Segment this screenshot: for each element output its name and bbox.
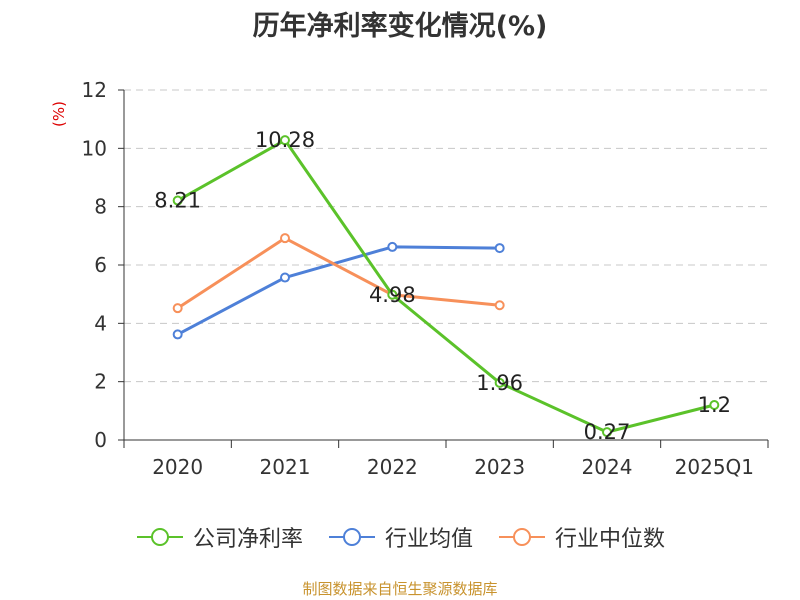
legend: 公司净利率 行业均值 行业中位数 <box>0 520 800 554</box>
x-tick-label: 2021 <box>260 455 311 479</box>
data-source-note: 制图数据来自恒生聚源数据库 <box>302 580 498 598</box>
data-label: 1.2 <box>698 393 731 417</box>
series-point <box>280 272 290 283</box>
data-label: 4.98 <box>369 283 416 307</box>
series-point <box>602 427 612 438</box>
legend-marker-icon <box>328 528 375 546</box>
chart-title: 历年净利率变化情况(%) <box>252 11 548 42</box>
legend-item-company[interactable]: 公司净利率 <box>135 521 303 553</box>
y-tick-label: 10 <box>82 136 107 160</box>
legend-label: 行业均值 <box>384 527 473 552</box>
y-tick-label: 4 <box>94 311 107 335</box>
series-lines <box>172 135 720 438</box>
data-label: 8.21 <box>154 189 201 213</box>
series-point <box>387 241 398 252</box>
series-line <box>176 245 500 336</box>
data-label: 1.96 <box>476 371 523 395</box>
legend-label: 行业中位数 <box>555 527 666 552</box>
x-tick-label: 2020 <box>152 455 203 479</box>
data-labels: 8.21 10.28 4.98 1.96 0.27 1.2 <box>154 128 731 444</box>
series-line <box>176 236 500 310</box>
series-point <box>494 377 505 388</box>
legend-item-industry-mean[interactable]: 行业均值 <box>327 521 473 553</box>
series-line <box>176 138 715 434</box>
y-tick-label: 12 <box>82 78 107 102</box>
series-point <box>280 233 290 244</box>
axes: 0 2 4 6 8 10 12 2020 2021 2022 2023 2024 2025Q1 <box>82 78 769 479</box>
legend-marker-icon <box>499 528 545 546</box>
y-tick-label: 2 <box>94 370 107 394</box>
series-point <box>494 243 505 254</box>
y-tick-label: 6 <box>94 253 107 277</box>
series-point <box>494 300 505 311</box>
legend-label: 公司净利率 <box>192 527 303 552</box>
legend-item-industry-median[interactable]: 行业中位数 <box>497 521 665 553</box>
x-tick-label: 2023 <box>474 455 525 479</box>
series-point <box>709 400 720 410</box>
series-point <box>280 135 290 146</box>
y-tick-label: 8 <box>94 195 107 219</box>
x-tick-label: 2025Q1 <box>675 455 754 479</box>
x-tick-label: 2022 <box>367 455 418 479</box>
x-tick-label: 2024 <box>582 455 633 479</box>
legend-marker-icon <box>136 528 183 546</box>
series-point <box>387 289 398 300</box>
series-point <box>172 303 183 314</box>
data-label: 0.27 <box>584 420 631 444</box>
series-point <box>172 329 183 340</box>
series-point <box>172 195 183 206</box>
data-label: 10.28 <box>255 128 315 152</box>
y-tick-label: 0 <box>94 428 107 452</box>
